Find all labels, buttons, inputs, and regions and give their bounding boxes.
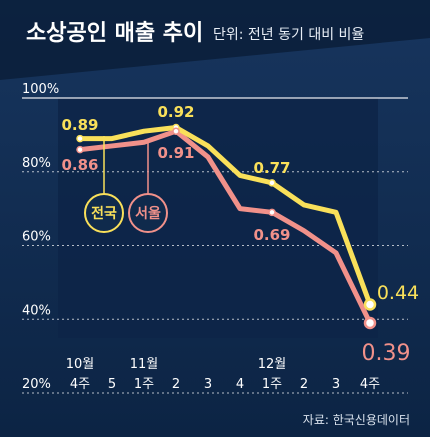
data-point-서울 [268, 208, 276, 217]
y-tick-label: 20% [22, 377, 51, 392]
data-label-전국: 0.77 [253, 159, 290, 177]
data-label-서울: 0.39 [362, 341, 411, 366]
data-point-서울 [363, 316, 377, 330]
legend-label-서울: 서울 [135, 205, 161, 222]
x-month-label: 10월 [66, 357, 95, 372]
title-band [0, 0, 430, 80]
x-tick-label: 4 [236, 377, 244, 392]
legend-badge-서울 [128, 193, 168, 233]
x-tick-label: 1주 [134, 377, 154, 392]
data-label-전국: 0.92 [157, 103, 194, 121]
y-tick-label: 80% [22, 156, 51, 171]
data-label-서울: 0.91 [157, 144, 194, 162]
data-label-서울: 0.86 [61, 156, 98, 174]
data-label-서울: 0.69 [253, 226, 290, 244]
data-point-전국 [76, 134, 84, 143]
x-tick-label: 2 [300, 377, 308, 392]
x-tick-label: 3 [332, 377, 340, 392]
data-point-전국 [268, 179, 276, 187]
data-point-전국 [363, 298, 377, 311]
series-line-전국 [77, 125, 373, 307]
y-tick-label: 100% [22, 82, 59, 97]
data-label-전국: 0.44 [377, 282, 419, 304]
x-tick-label: 4주 [360, 377, 380, 392]
source-note: 자료: 한국신용데이터 [303, 413, 410, 427]
data-label-전국: 0.89 [61, 116, 98, 134]
x-tick-label: 5 [108, 377, 116, 392]
x-tick-label: 4주 [70, 377, 90, 392]
x-month-label: 12월 [258, 357, 287, 372]
data-point-서울 [76, 145, 84, 154]
x-tick-label: 3 [204, 377, 212, 392]
x-tick-label: 2 [172, 377, 180, 392]
legend-label-전국: 전국 [91, 205, 117, 222]
chart-title: 소상공인 매출 추이 [26, 21, 203, 46]
data-point-서울 [172, 127, 180, 135]
series-line-서울 [77, 128, 373, 326]
legend-badge-전국 [84, 193, 124, 233]
y-tick-label: 40% [22, 303, 51, 318]
x-month-label: 11월 [130, 357, 159, 372]
chart-subtitle: 단위: 전년 동기 대비 비율 [213, 27, 364, 43]
y-tick-label: 60% [22, 230, 51, 245]
x-tick-label: 1주 [262, 377, 282, 392]
